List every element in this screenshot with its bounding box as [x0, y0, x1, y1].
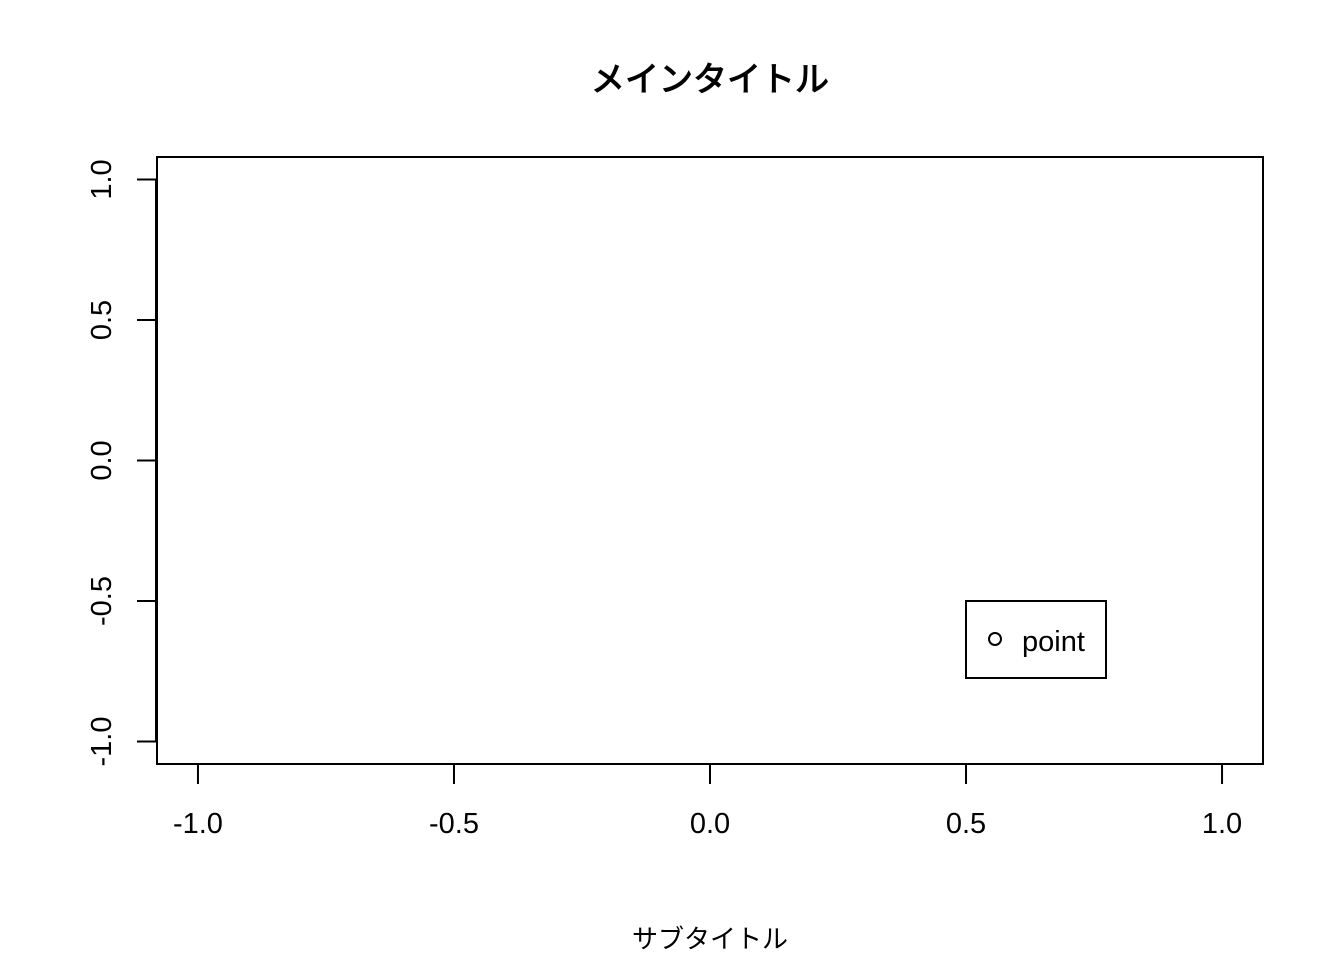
chart-title: メインタイトル	[591, 60, 829, 100]
x-tick-label: -0.5	[429, 808, 479, 840]
y-tick-label: -1.0	[86, 717, 118, 767]
y-tick-label: -0.5	[86, 576, 118, 626]
legend: point	[965, 600, 1107, 679]
x-tick-label: 0.0	[690, 808, 730, 840]
legend-label: point	[1022, 626, 1085, 658]
legend-marker-open-circle	[988, 632, 1002, 646]
x-tick-label: 0.5	[946, 808, 986, 840]
chart-subtitle: サブタイトル	[632, 925, 788, 955]
x-axis: -1.0 -0.5 0.0 0.5 1.0	[173, 763, 1242, 840]
y-tick-label: 0.0	[86, 440, 118, 480]
y-tick-label: 1.0	[86, 159, 118, 199]
x-tick-label: 1.0	[1202, 808, 1242, 840]
x-tick-label: -1.0	[173, 808, 223, 840]
y-axis: -1.0 -0.5 0.0 0.5 1.0	[86, 159, 157, 767]
y-tick-label: 0.5	[86, 300, 118, 340]
